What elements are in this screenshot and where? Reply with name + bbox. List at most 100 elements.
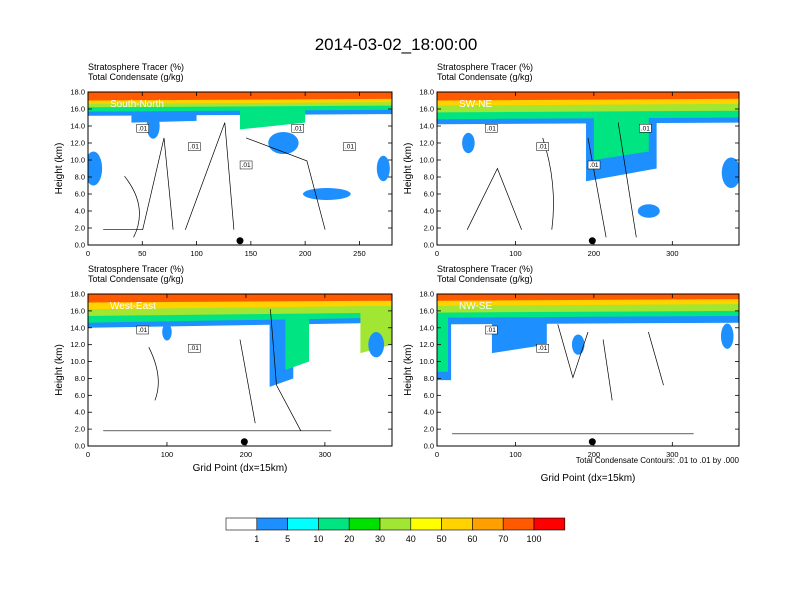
plot-frame: [436, 293, 740, 447]
colorbar-label: 50: [437, 534, 447, 544]
y-tick-label: 14.0: [419, 323, 434, 332]
contour-line: [466, 167, 522, 230]
contour-label: .01: [641, 125, 650, 132]
location-marker: [236, 237, 244, 245]
panel-4: Stratosphere Tracer (%)Total Condensate …: [403, 264, 740, 484]
condensate-contours: [103, 122, 326, 238]
panel-label: South-North: [110, 99, 164, 110]
colorbar-swatch: [502, 517, 535, 531]
tracer-blob: [268, 131, 299, 155]
colorbar-swatch: [533, 517, 566, 531]
contour-line: [648, 331, 664, 386]
x-tick-label: 200: [588, 450, 601, 459]
contour-line: [557, 324, 589, 379]
y-tick-label: 16.0: [70, 105, 85, 114]
tracer-band: [360, 294, 392, 354]
y-tick-label: 14.0: [70, 122, 85, 131]
colorbar-label: 60: [467, 534, 477, 544]
y-tick-label: 10.0: [419, 156, 434, 165]
plot-frame: [87, 293, 393, 447]
tracer-band: [437, 294, 448, 372]
contour-line: [148, 347, 159, 401]
contour-label-box: [239, 160, 253, 170]
panel-subtitle: Total Condensate (g/kg): [437, 72, 533, 82]
colorbar-label: 100: [526, 534, 541, 544]
contour-label: .01: [138, 327, 147, 334]
panel-subtitle: Total Condensate (g/kg): [88, 274, 184, 284]
y-tick-label: 18.0: [70, 290, 85, 299]
location-marker: [588, 438, 596, 446]
y-tick-label: 2.0: [75, 425, 85, 434]
tracer-band: [88, 92, 392, 101]
x-axis-label: Grid Point (dx=15km): [193, 463, 288, 474]
contour-line: [245, 137, 326, 230]
y-tick-label: 2.0: [424, 224, 434, 233]
contour-label-box: [136, 124, 149, 133]
y-tick-label: 6.0: [424, 391, 434, 400]
contour-label: .01: [190, 144, 199, 151]
y-axis-label: Height (km): [54, 143, 65, 195]
panel-subtitle: Total Condensate (g/kg): [437, 274, 533, 284]
contour-line: [602, 339, 613, 401]
contour-label-box: [485, 124, 498, 133]
contour-label-box: [587, 160, 601, 170]
footer-note: Total Condensate Contours: .01 to .01 by…: [576, 456, 740, 465]
y-tick-label: 6.0: [424, 190, 434, 199]
contour-line: [124, 175, 140, 238]
contour-label: .01: [190, 345, 199, 352]
x-tick-label: 200: [240, 450, 253, 459]
colorbar-swatch: [472, 517, 504, 531]
x-tick-label: 0: [435, 450, 439, 459]
contour-label: .01: [138, 125, 147, 132]
y-tick-label: 4.0: [75, 207, 85, 216]
y-tick-label: 18.0: [419, 88, 434, 97]
contour-label: .01: [590, 162, 599, 169]
y-tick-label: 4.0: [424, 408, 434, 417]
x-tick-label: 0: [435, 249, 439, 258]
colorbar-swatch: [287, 517, 319, 531]
y-tick-label: 10.0: [419, 357, 434, 366]
tracer-band: [88, 294, 392, 303]
x-tick-label: 100: [161, 450, 174, 459]
tracer-band: [437, 294, 739, 301]
y-tick-label: 8.0: [424, 173, 434, 182]
plot-frame: [436, 91, 740, 246]
y-tick-label: 2.0: [75, 224, 85, 233]
colorbar-label: 5: [285, 534, 290, 544]
y-axis-label: Height (km): [403, 143, 414, 195]
x-tick-label: 100: [509, 249, 522, 258]
location-marker: [588, 237, 596, 245]
colorbar-label: 10: [313, 534, 323, 544]
x-tick-label: 300: [319, 450, 332, 459]
x-tick-label: 50: [138, 249, 146, 258]
colorbar-label: 70: [498, 534, 508, 544]
panel-label: SW-NE: [459, 99, 492, 110]
panels: Stratosphere Tracer (%)Total Condensate …: [54, 62, 740, 484]
panel-1: Stratosphere Tracer (%)Total Condensate …: [54, 62, 393, 258]
contour-line: [270, 309, 302, 431]
tracer-blob: [637, 204, 660, 218]
x-tick-label: 300: [666, 249, 679, 258]
y-tick-label: 12.0: [419, 340, 434, 349]
contour-label-box: [536, 343, 549, 353]
colorbar-swatch: [348, 517, 381, 531]
plot-frame: [87, 91, 393, 246]
condensate-contours: [452, 324, 694, 435]
y-tick-label: 14.0: [70, 323, 85, 332]
x-tick-label: 150: [245, 249, 258, 258]
colorbar-label: 1: [254, 534, 259, 544]
colorbar-swatch: [318, 517, 350, 531]
panel-subtitle: Total Condensate (g/kg): [88, 72, 184, 82]
tracer-blob: [368, 332, 385, 358]
y-tick-label: 10.0: [70, 357, 85, 366]
panel-label: NW-SE: [459, 301, 492, 312]
page-title: 2014-03-02_18:00:00: [315, 35, 478, 54]
tracer-field: [88, 92, 392, 200]
x-tick-label: 0: [86, 450, 90, 459]
y-tick-label: 8.0: [75, 374, 85, 383]
y-tick-label: 12.0: [70, 139, 85, 148]
panel-3: Stratosphere Tracer (%)Total Condensate …: [54, 264, 393, 474]
contour-label-box: [639, 124, 652, 133]
tracer-field: [437, 92, 739, 218]
y-tick-label: 0.0: [75, 241, 85, 250]
